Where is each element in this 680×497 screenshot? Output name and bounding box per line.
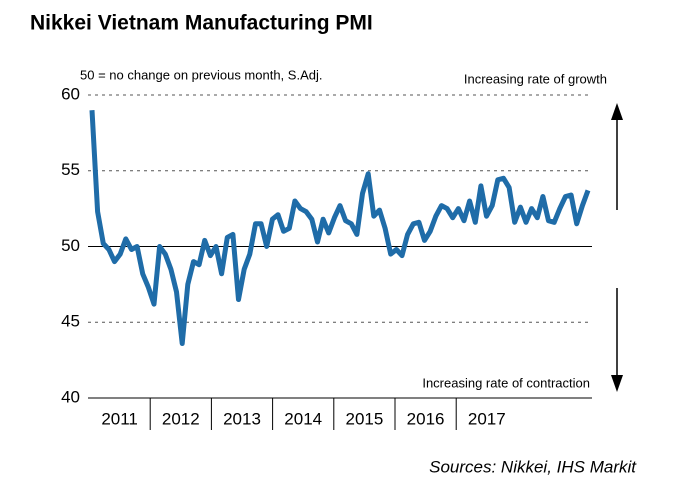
line-series — [89, 110, 591, 346]
x-tick-label: 2016 — [407, 409, 445, 428]
y-tick-label: 55 — [61, 160, 80, 179]
source: Sources: Nikkei, IHS Markit — [429, 457, 637, 476]
y-tick-label: 50 — [61, 236, 80, 255]
x-tick-label: 2013 — [223, 409, 261, 428]
y-tick-label: 40 — [61, 387, 80, 406]
arrow-head — [611, 103, 623, 120]
x-tick-label: 2017 — [468, 409, 506, 428]
x-tick-label: 2011 — [101, 409, 138, 428]
annotation: Increasing rate of growth — [464, 71, 607, 86]
x-tick-label: 2014 — [284, 409, 322, 428]
x-tick-label: 2015 — [345, 409, 383, 428]
y-tick-label: 45 — [61, 312, 80, 331]
annotation: Increasing rate of contraction — [422, 375, 590, 390]
arrow-head — [611, 375, 623, 392]
y-tick-label: 60 — [61, 84, 80, 103]
x-tick-label: 2012 — [162, 409, 200, 428]
chart-title: Nikkei Vietnam Manufacturing PMI — [30, 12, 373, 35]
note: 50 = no change on previous month, S.Adj. — [80, 67, 322, 82]
